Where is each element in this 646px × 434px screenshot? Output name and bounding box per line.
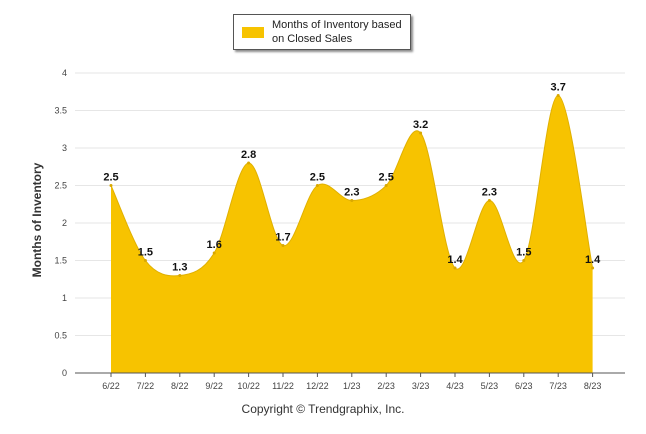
copyright-footer: Copyright © Trendgraphix, Inc. — [241, 402, 405, 416]
y-tick-label: 4 — [62, 68, 67, 78]
y-tick-label: 2.5 — [54, 181, 67, 191]
x-tick-label: 1/23 — [343, 381, 361, 391]
data-label: 2.3 — [482, 187, 497, 199]
data-label: 2.3 — [344, 187, 359, 199]
data-point — [522, 259, 526, 262]
data-label: 1.5 — [516, 247, 531, 259]
data-label: 1.4 — [447, 254, 463, 266]
data-label: 1.6 — [207, 239, 222, 251]
x-tick-label: 12/22 — [306, 381, 329, 391]
x-tick-label: 7/23 — [549, 381, 567, 391]
area-fill — [111, 95, 593, 373]
x-tick-label: 11/22 — [272, 381, 294, 391]
x-tick-label: 4/23 — [446, 381, 464, 391]
legend-label: Months of Inventory based on Closed Sale… — [272, 19, 402, 45]
data-point — [212, 251, 216, 255]
data-point — [591, 266, 595, 270]
data-label: 2.8 — [241, 149, 256, 161]
area-line — [110, 94, 594, 277]
data-point — [281, 244, 285, 247]
data-label: 1.3 — [172, 262, 187, 274]
x-tick-label: 5/23 — [481, 381, 499, 391]
data-point — [178, 274, 182, 277]
data-point — [453, 266, 457, 270]
data-point — [350, 199, 354, 202]
data-label: 2.5 — [103, 172, 118, 184]
y-tick-label: 1 — [62, 293, 67, 303]
data-label: 2.5 — [310, 172, 325, 184]
x-tick-label: 6/22 — [102, 381, 120, 391]
chart-legend: Months of Inventory based on Closed Sale… — [233, 14, 411, 50]
y-tick-label: 0.5 — [54, 331, 67, 341]
data-point — [143, 259, 147, 262]
x-tick-label: 9/22 — [205, 381, 223, 391]
data-label: 2.5 — [379, 172, 394, 184]
x-tick-label: 10/22 — [237, 381, 260, 391]
data-point — [487, 199, 491, 202]
x-tick-label: 6/23 — [515, 381, 533, 391]
data-label: 1.5 — [138, 247, 153, 259]
data-point — [384, 184, 388, 187]
y-axis-label: Months of Inventory — [30, 162, 44, 278]
y-tick-label: 2 — [62, 218, 67, 228]
x-tick-label: 2/23 — [377, 381, 395, 391]
x-tick-label: 8/23 — [584, 381, 602, 391]
x-tick-label: 8/22 — [171, 381, 189, 391]
legend-swatch — [242, 27, 264, 38]
data-label: 3.7 — [551, 82, 566, 94]
data-point — [419, 131, 423, 135]
data-label: 1.7 — [275, 232, 290, 244]
x-tick-label: 7/22 — [137, 381, 155, 391]
data-point — [109, 184, 113, 187]
x-tick-label: 3/23 — [412, 381, 430, 391]
y-tick-label: 1.5 — [54, 256, 67, 266]
data-point — [315, 184, 319, 187]
data-label: 3.2 — [413, 119, 428, 131]
data-label: 1.4 — [585, 254, 601, 266]
y-tick-label: 3 — [62, 143, 67, 153]
data-point — [556, 94, 560, 97]
y-tick-label: 3.5 — [54, 106, 67, 116]
data-point — [247, 161, 251, 165]
y-tick-label: 0 — [62, 368, 67, 378]
